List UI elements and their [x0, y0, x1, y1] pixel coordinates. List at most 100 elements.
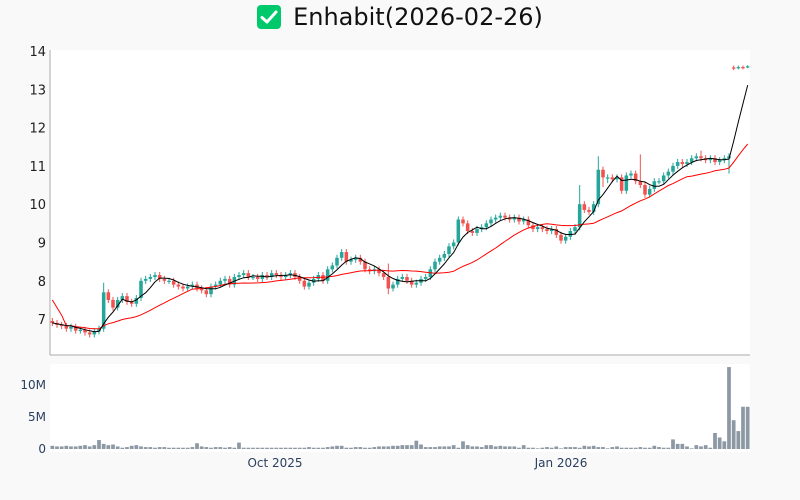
volume-bar [582, 445, 587, 449]
candle [134, 294, 139, 307]
candle-body [461, 219, 465, 224]
volume-bar [255, 447, 260, 449]
volume-bar [293, 447, 297, 449]
volume-bar [661, 447, 666, 449]
price-y-tick-label: 9 [38, 237, 46, 252]
candle-body [661, 175, 666, 182]
candle-body [143, 278, 148, 281]
candle-body [433, 261, 437, 270]
volume-bar [517, 447, 521, 449]
volume-bar [493, 446, 498, 449]
candle-body [610, 177, 615, 180]
candle [190, 281, 195, 290]
volume-bar [50, 445, 55, 449]
candle-body [115, 299, 120, 308]
candle [451, 239, 456, 250]
candle-body [171, 280, 176, 285]
volume-bar [283, 447, 288, 449]
volume-bar [423, 447, 428, 449]
volume-bar [554, 446, 559, 449]
volume-bar [731, 420, 736, 449]
candle [465, 220, 470, 235]
candle-body [577, 204, 582, 228]
candle-body [153, 275, 157, 277]
candle-body [111, 299, 115, 308]
volume-bar [652, 445, 657, 449]
candle [731, 65, 736, 71]
volume-bar [470, 446, 475, 449]
candle-body [503, 215, 507, 218]
volume-bar [713, 433, 717, 449]
candle-body [741, 67, 745, 69]
candle [209, 283, 213, 298]
candle-body [353, 257, 358, 260]
volume-bar [484, 445, 489, 449]
candle-body [274, 273, 279, 276]
volume-bar [125, 447, 129, 449]
volume-bar [302, 447, 307, 449]
candle-body [479, 227, 484, 230]
candle [479, 224, 484, 233]
volume-bar [55, 446, 59, 449]
volume-bar [503, 446, 507, 449]
volume-bar [624, 447, 629, 449]
candle-body [498, 215, 503, 218]
candle [97, 325, 101, 335]
candle [50, 317, 55, 326]
volume-bar [190, 447, 195, 449]
volume-bar [629, 447, 633, 449]
candle [689, 155, 694, 166]
candle-body [87, 332, 92, 335]
volume-bar [209, 447, 213, 449]
volume-bar [372, 447, 377, 449]
green-check-box-icon [257, 5, 282, 29]
volume-bar [619, 447, 624, 449]
candle-body [157, 275, 162, 279]
volume-bar [694, 445, 699, 449]
volume-bar [596, 447, 601, 449]
candle-body [78, 329, 83, 332]
volume-bar [111, 444, 115, 449]
candle [246, 270, 251, 281]
volume-bar [461, 441, 465, 449]
candle-body [587, 209, 591, 212]
candle-body [386, 276, 391, 289]
volume-bar [633, 447, 638, 449]
volume-bar [741, 406, 745, 449]
volume-bar [535, 448, 540, 449]
candle-body [349, 259, 353, 262]
candle [470, 227, 475, 236]
candle-body [475, 229, 479, 233]
candle-body [297, 276, 302, 281]
candle-body [69, 326, 73, 329]
candle-body [59, 324, 64, 327]
candle-body [218, 280, 223, 285]
candle-body [619, 177, 624, 191]
candle [139, 277, 143, 302]
volume-bar [722, 441, 727, 449]
volume-bar [69, 446, 73, 449]
candle-body [176, 284, 181, 287]
candle [395, 275, 400, 288]
volume-bar [288, 447, 293, 449]
candle-body [255, 276, 260, 279]
volume-bar [414, 440, 419, 449]
candle-body [540, 227, 545, 230]
volume-bar [395, 445, 400, 449]
candle-body [638, 181, 643, 186]
candle [265, 271, 269, 281]
volume-bar [638, 447, 643, 449]
volume-bar [363, 447, 367, 449]
candle [531, 222, 535, 233]
candle [227, 275, 232, 288]
candle-body [134, 298, 139, 304]
volume-bar [316, 447, 321, 449]
candle [437, 254, 442, 265]
candle-body [241, 273, 246, 276]
candle [741, 65, 745, 70]
volume-bar [246, 447, 251, 449]
candle-body [526, 219, 531, 226]
candle-body [288, 273, 293, 276]
candle-body [246, 273, 251, 277]
candle-body [633, 173, 638, 182]
